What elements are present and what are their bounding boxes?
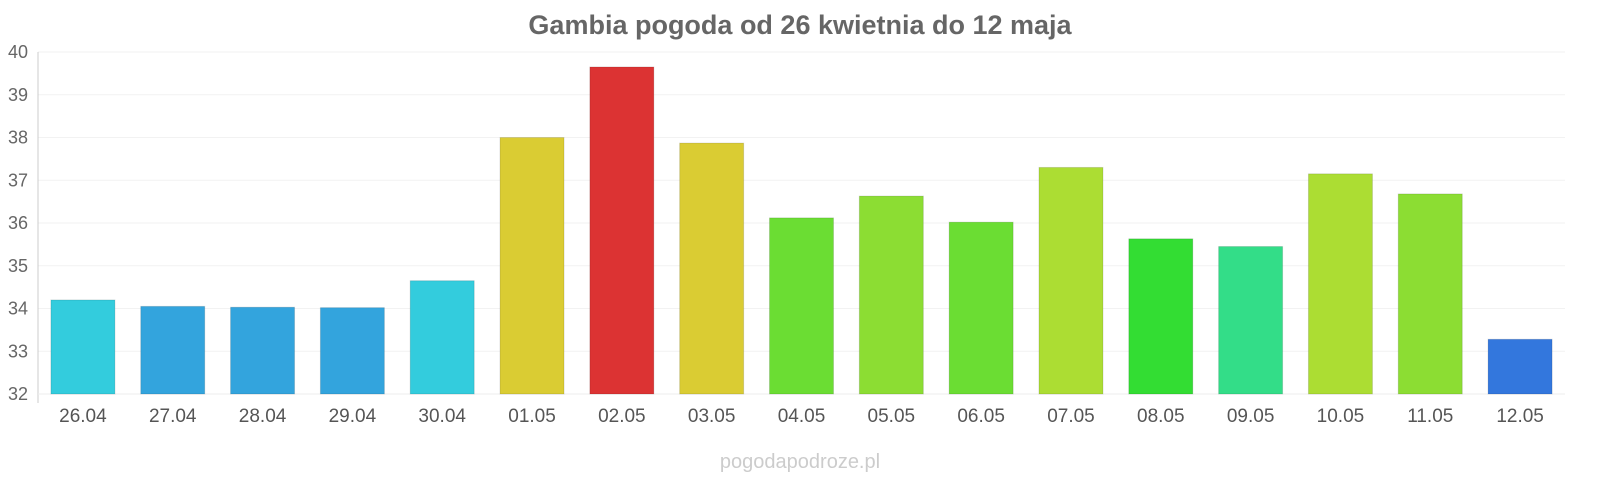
y-tick-label: 40 [8, 42, 28, 62]
bar-07.05 [1038, 166, 1104, 395]
y-tick-label: 36 [8, 213, 28, 233]
bar-30.04 [409, 280, 475, 395]
bar-04.05 [769, 217, 834, 395]
bar-10.05 [1307, 173, 1373, 395]
x-tick-label: 01.05 [508, 406, 556, 427]
x-tick-label: 27.04 [149, 406, 197, 427]
watermark: pogodapodroze.pl [719, 451, 881, 473]
bars [50, 66, 1553, 395]
y-axis-ticks: 32 33 34 35 36 37 38 39 40 [8, 42, 28, 404]
bar-28.04 [230, 306, 296, 395]
bar-02.05 [589, 66, 655, 395]
x-tick-label: 03.05 [688, 406, 736, 427]
x-tick-label: 10.05 [1317, 406, 1365, 427]
bar-29.04 [319, 307, 385, 395]
y-tick-label: 34 [8, 299, 28, 319]
y-tick-label: 33 [8, 341, 28, 361]
chart-title: Gambia pogoda od 26 kwietnia do 12 maja [528, 10, 1072, 40]
y-tick-label: 37 [8, 170, 28, 190]
x-tick-label: 09.05 [1227, 406, 1275, 427]
x-tick-label: 26.04 [59, 406, 107, 427]
x-tick-label: 28.04 [239, 406, 287, 427]
bar-27.04 [140, 305, 206, 395]
x-tick-label: 04.05 [778, 406, 826, 427]
bar-26.04 [50, 299, 116, 395]
bar-05.05 [858, 195, 924, 395]
x-tick-label: 12.05 [1496, 406, 1544, 427]
x-axis-ticks: 26.04 27.04 28.04 29.04 30.04 01.05 02.05 03.05… [59, 406, 1544, 427]
x-tick-label: 30.04 [418, 406, 466, 427]
bar-06.05 [948, 221, 1014, 395]
x-tick-label: 07.05 [1047, 406, 1095, 427]
bar-08.05 [1128, 238, 1194, 395]
y-tick-label: 35 [8, 256, 28, 276]
x-tick-label: 06.05 [957, 406, 1005, 427]
x-tick-label: 11.05 [1407, 406, 1453, 427]
x-tick-label: 02.05 [598, 406, 646, 427]
bar-03.05 [679, 142, 745, 395]
x-tick-label: 08.05 [1137, 406, 1185, 427]
y-tick-label: 38 [8, 128, 28, 148]
x-tick-label: 29.04 [329, 406, 377, 427]
y-tick-label: 39 [8, 85, 28, 105]
bar-01.05 [499, 137, 565, 395]
bar-12.05 [1487, 338, 1553, 395]
bar-09.05 [1218, 246, 1284, 395]
bar-11.05 [1397, 193, 1463, 395]
y-tick-label: 32 [8, 384, 28, 404]
x-tick-label: 05.05 [868, 406, 916, 427]
